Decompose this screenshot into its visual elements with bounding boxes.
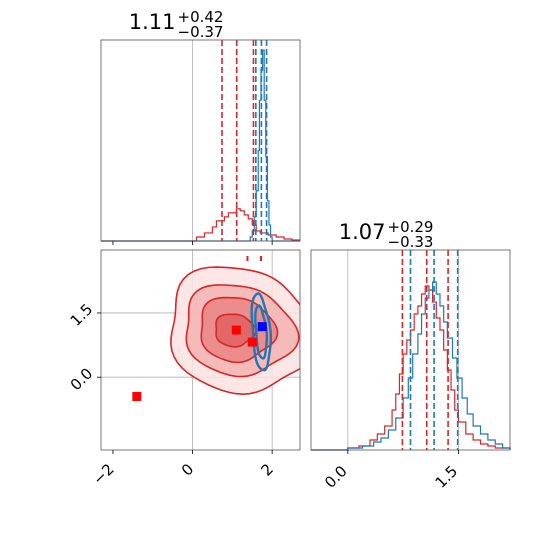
- marker-square: [132, 391, 142, 401]
- hist-x-title-value: 1.11: [129, 10, 176, 34]
- hist-y-panel: 0.0 1.5: [310, 249, 511, 492]
- marker-square: [257, 322, 267, 332]
- axis-frame: [100, 249, 301, 451]
- marker-square: [231, 325, 241, 335]
- hist-x-title: 1.11 +0.42−0.37: [129, 8, 224, 41]
- red-histogram: [101, 208, 300, 242]
- x-tick-label: −2: [89, 460, 117, 488]
- blue-histogram: [101, 49, 300, 242]
- y-tick-label: 1.5: [67, 300, 97, 330]
- plot-area: [101, 250, 300, 450]
- x-tick-label: 0.0: [321, 462, 351, 492]
- x-tick-label: 2: [257, 460, 276, 479]
- red-histogram: [311, 285, 511, 451]
- hist-y-title-upper: +0.29: [388, 218, 434, 236]
- x-tick-label: 0: [178, 460, 197, 479]
- axis-frame: [310, 249, 511, 451]
- marker-square: [247, 337, 257, 347]
- blue-contour: [250, 292, 273, 372]
- hist-y-title-lower: −0.33: [388, 233, 434, 251]
- blue-histogram: [311, 281, 511, 451]
- blue-contour: [254, 304, 269, 360]
- x-tick-label: 1.5: [432, 462, 462, 492]
- hist-x-title-upper: +0.42: [178, 8, 224, 26]
- y-tick-label: 0.0: [67, 364, 97, 394]
- hist-y-title: 1.07 +0.29−0.33: [339, 218, 434, 251]
- scatter-2d-panel: −2 0 2 0.0 1.5: [67, 249, 301, 488]
- axis-frame: [100, 39, 301, 242]
- hist-x-title-lower: −0.37: [178, 23, 224, 41]
- hist-y-title-value: 1.07: [339, 220, 386, 244]
- hist-x-panel: [100, 39, 301, 245]
